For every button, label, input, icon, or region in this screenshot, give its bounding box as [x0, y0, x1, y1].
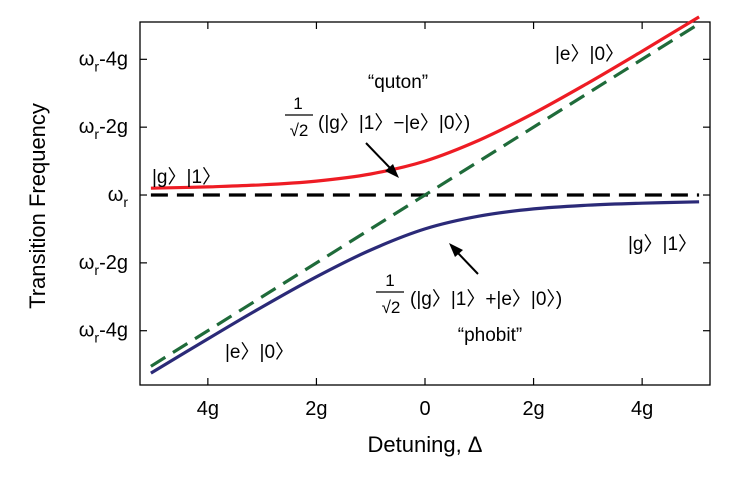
phobit-state: (|g〉|1〉+|e〉|0〉) [410, 288, 562, 310]
quton-fraction-numerator: 1 [293, 94, 302, 113]
y-axis-title: Transition Frequency [25, 103, 50, 309]
phobit-fraction-numerator: 1 [385, 271, 394, 290]
y-tick-label: ωr-2g [79, 116, 128, 142]
x-axis-title: Detuning, Δ [368, 432, 483, 457]
phobit-arrow [456, 251, 479, 275]
x-tick-label: 2g [305, 398, 327, 420]
series-line-lower [150, 200, 700, 375]
y-tick-label: ωr [108, 184, 129, 210]
y-tick-label: ωr-4g [79, 48, 128, 74]
series-line-upper [150, 15, 700, 190]
label-bottom-right-state: |g〉|1〉 [628, 233, 697, 255]
x-tick-label: 0 [419, 398, 430, 420]
quton-label: “quton” [368, 72, 428, 93]
x-tick-label: 2g [522, 398, 544, 420]
quton-fraction-denominator: √2 [290, 121, 309, 140]
x-tick-label: 4g [197, 398, 219, 420]
quton-state: (|g〉|1〉−|e〉|0〉) [318, 112, 470, 134]
y-tick-label: ωr-2g [79, 252, 128, 278]
label-top-right-state: |e〉|0〉 [555, 43, 624, 65]
phobit-arrowhead [449, 243, 463, 257]
phobit-fraction-denominator: √2 [382, 298, 401, 317]
quton-arrow [365, 142, 392, 170]
axis-ticks: 4g 2g 0 2g 4g ωr-4g ωr-2g ωr ωr-2g ωr-4g [79, 22, 710, 420]
label-bottom-left-state: |e〉|0〉 [225, 341, 294, 363]
phobit-label: “phobit” [458, 325, 522, 346]
series-line-bare-qubit [150, 22, 700, 368]
series-layer [150, 15, 700, 375]
quton-arrowhead [385, 164, 399, 178]
y-tick-label: ωr-4g [79, 320, 128, 346]
x-tick-label: 4g [631, 398, 653, 420]
label-top-left-state: |g〉|1〉 [152, 166, 221, 188]
